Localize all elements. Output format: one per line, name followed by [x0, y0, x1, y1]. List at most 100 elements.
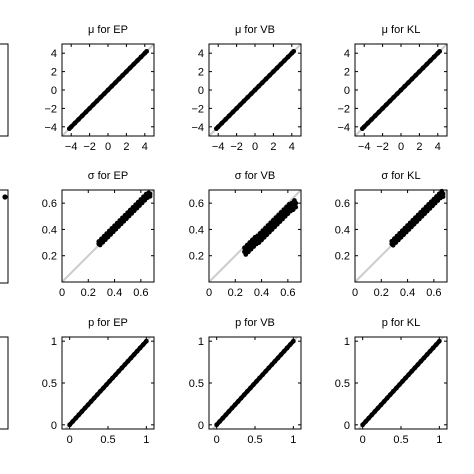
data-points — [96, 190, 153, 248]
subplot-1-0: σ for EP 0 0.2 0.4 0.6 0.2 0.4 0.6 — [42, 170, 155, 299]
data-point-band — [214, 339, 296, 427]
data-points — [359, 48, 443, 132]
cropped-axes-edge — [0, 336, 9, 430]
y-tick-label: 1 — [344, 336, 350, 348]
y-tick-label: −4 — [337, 122, 350, 134]
y-tick-label: −2 — [337, 103, 350, 115]
y-tick-label: 1 — [198, 336, 204, 348]
data-point-band — [360, 49, 442, 131]
subplot-2-1: p for VB 0 0.5 1 0 0.5 1 — [189, 317, 302, 446]
data-points — [214, 338, 296, 428]
data-points — [67, 338, 149, 428]
data-point-band — [67, 49, 149, 131]
y-tick-label: 0.5 — [42, 378, 57, 390]
x-tick-label: 4 — [289, 141, 295, 153]
x-tick-label: −4 — [212, 141, 225, 153]
subplot-1-1: σ for VB 0 0.2 0.4 0.6 0.2 0.4 0.6 — [189, 170, 302, 299]
x-tick-label: −4 — [358, 141, 371, 153]
y-tick-label: 0 — [198, 420, 204, 432]
data-point — [293, 204, 299, 210]
x-tick-label: 0 — [360, 434, 366, 446]
y-tick-label: 0.4 — [335, 224, 350, 236]
x-tick-label: 2 — [123, 141, 129, 153]
data-points — [242, 198, 299, 257]
y-tick-label: 0.6 — [335, 198, 350, 210]
y-tick-label: 2 — [51, 67, 57, 79]
data-point-band — [214, 49, 296, 131]
x-tick-label: 0 — [252, 141, 258, 153]
x-tick-label: 1 — [290, 434, 296, 446]
subplot-title: σ for KL — [381, 170, 420, 182]
x-tick-label: 0 — [105, 141, 111, 153]
axes-box — [61, 189, 155, 283]
y-tick-label: 4 — [344, 48, 350, 60]
y-tick-label: 0.2 — [335, 251, 350, 263]
x-tick-label: 0.2 — [228, 287, 243, 299]
x-tick-label: 2 — [416, 141, 422, 153]
data-point-band — [360, 339, 442, 427]
x-tick-label: 0.5 — [100, 434, 115, 446]
subplot-title: p for EP — [88, 317, 128, 329]
x-tick-label: 0 — [398, 141, 404, 153]
y-tick-label: −4 — [191, 122, 204, 134]
y-tick-label: 0 — [51, 85, 57, 97]
y-tick-label: 1 — [51, 336, 57, 348]
subplot-1-2: σ for KL 0 0.2 0.4 0.6 0.2 0.4 0.6 — [335, 170, 448, 299]
subplot-2-2: p for KL 0 0.5 1 0 0.5 1 — [335, 317, 448, 446]
x-tick-label: 0 — [206, 287, 212, 299]
cropped-left-column — [0, 43, 9, 430]
subplot-title: μ for KL — [382, 24, 421, 36]
x-tick-label: 0.4 — [254, 287, 269, 299]
data-points — [213, 48, 297, 132]
x-tick-label: −2 — [83, 141, 96, 153]
x-tick-label: 1 — [143, 434, 149, 446]
y-tick-label: 0.6 — [189, 198, 204, 210]
data-point — [293, 200, 299, 206]
data-points — [360, 338, 442, 428]
x-tick-label: 0.6 — [426, 287, 441, 299]
y-tick-label: 0.4 — [42, 224, 57, 236]
subplot-title: p for VB — [235, 317, 275, 329]
data-point-band — [67, 339, 149, 427]
x-tick-label: −4 — [65, 141, 78, 153]
x-tick-label: −2 — [230, 141, 243, 153]
y-tick-label: 2 — [198, 67, 204, 79]
y-tick-label: 4 — [51, 48, 57, 60]
x-tick-label: 0.5 — [393, 434, 408, 446]
y-tick-label: −4 — [44, 122, 57, 134]
y-tick-label: 0.4 — [189, 224, 204, 236]
subplot-title: μ for EP — [88, 24, 128, 36]
x-tick-label: 4 — [435, 141, 441, 153]
x-tick-label: 0.4 — [400, 287, 415, 299]
x-tick-label: 0.2 — [374, 287, 389, 299]
subplot-title: σ for VB — [235, 170, 275, 182]
x-tick-label: −2 — [376, 141, 389, 153]
y-tick-label: 0 — [51, 420, 57, 432]
subplot-title: μ for VB — [235, 24, 275, 36]
x-tick-label: 0.5 — [247, 434, 262, 446]
data-point — [440, 194, 446, 199]
x-tick-label: 0 — [59, 287, 65, 299]
y-tick-label: 0.6 — [42, 198, 57, 210]
y-tick-label: 0 — [198, 85, 204, 97]
x-tick-label: 0.4 — [107, 287, 122, 299]
axes-box — [354, 189, 448, 283]
cropped-axes-edge — [0, 43, 9, 137]
x-tick-label: 4 — [142, 141, 148, 153]
y-tick-label: 0.2 — [42, 251, 57, 263]
y-tick-label: −2 — [44, 103, 57, 115]
subplot-title: p for KL — [382, 317, 421, 329]
subplot-title: σ for EP — [88, 170, 128, 182]
x-tick-label: 0.6 — [133, 287, 148, 299]
y-tick-label: 2 — [344, 67, 350, 79]
cropped-axes-edge — [0, 189, 9, 284]
y-tick-label: 0 — [344, 85, 350, 97]
y-tick-label: 0.5 — [189, 378, 204, 390]
data-points — [389, 188, 446, 248]
x-tick-label: 0 — [352, 287, 358, 299]
subplot-2-0: p for EP 0 0.5 1 0 0.5 1 — [42, 317, 155, 446]
